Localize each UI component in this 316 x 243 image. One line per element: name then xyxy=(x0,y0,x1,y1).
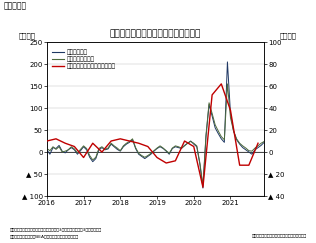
Text: （着工・建築許可：月次、住宅投賄：四半期）: （着工・建築許可：月次、住宅投賄：四半期） xyxy=(252,234,307,238)
Legend: 住宅着工件数, 住宅建築許可件数, 住宅投賄（実質伸び率、右軸）: 住宅着工件数, 住宅建築許可件数, 住宅投賄（実質伸び率、右軸） xyxy=(52,50,116,69)
Text: （年率）: （年率） xyxy=(280,33,297,39)
Title: 住宅着工件数と実質住宅投賄の伸び率: 住宅着工件数と実質住宅投賄の伸び率 xyxy=(110,30,201,39)
Text: （図表７）: （図表７） xyxy=(3,1,26,10)
Text: （注）住宅着工件数、住宅建築許可件数は3カ月移動平均後の3カ月前比年率: （注）住宅着工件数、住宅建築許可件数は3カ月移動平均後の3カ月前比年率 xyxy=(9,227,102,231)
Text: （年率）: （年率） xyxy=(19,33,36,39)
Text: （資料）センサス局、BEAよりニッセイ基礎研究所作成: （資料）センサス局、BEAよりニッセイ基礎研究所作成 xyxy=(9,234,79,238)
